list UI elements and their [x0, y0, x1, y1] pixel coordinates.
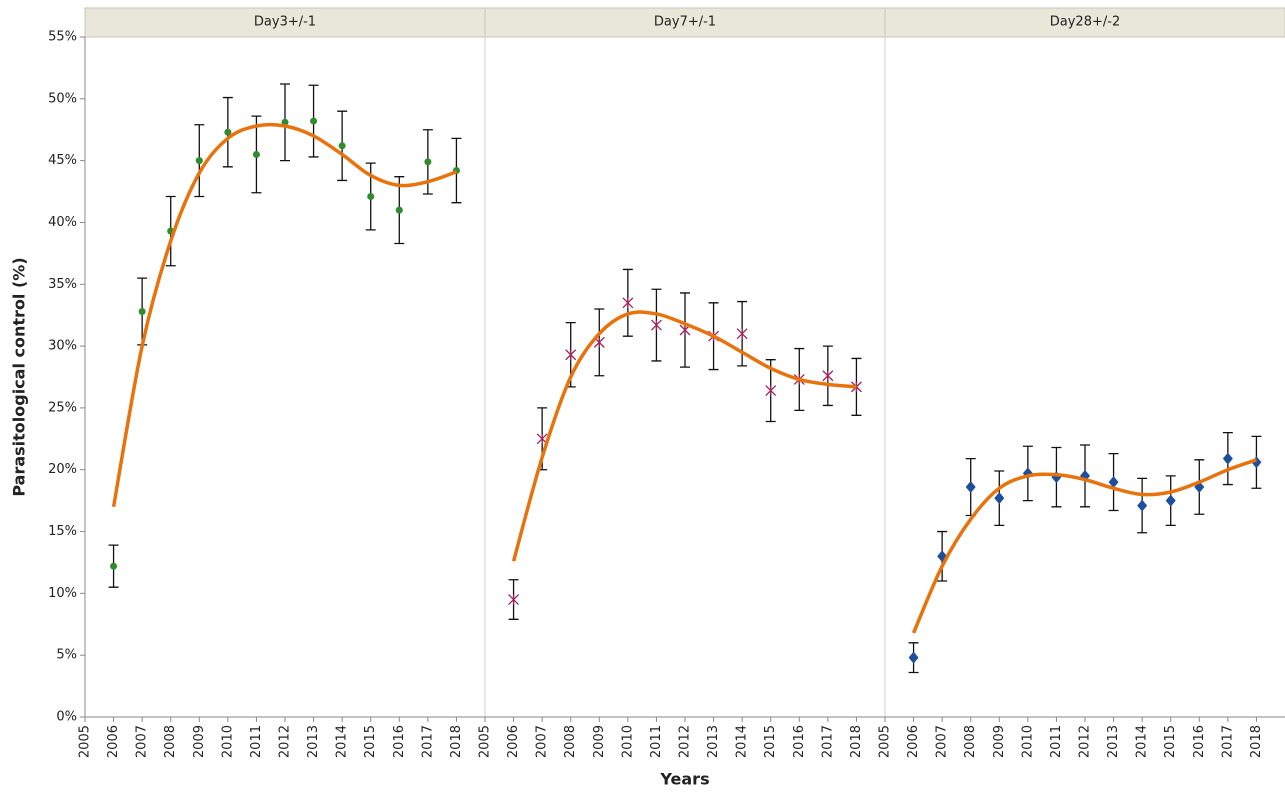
- x-tick-label: 2011: [249, 725, 264, 758]
- fit-line: [111, 122, 458, 508]
- data-point: [367, 192, 375, 200]
- y-tick-label: 35%: [48, 277, 77, 292]
- x-tick-label: 2013: [706, 725, 721, 758]
- x-tick-label: 2017: [820, 725, 835, 758]
- data-point: [195, 157, 203, 165]
- x-tick-label: 2005: [478, 725, 493, 758]
- x-tick-label: 2013: [306, 725, 321, 758]
- x-tick-label: 2014: [335, 725, 350, 758]
- x-tick-label: 2010: [220, 725, 235, 758]
- data-point: [310, 117, 318, 125]
- x-tick-label: 2006: [906, 725, 921, 758]
- x-tick-label: 2005: [878, 725, 893, 758]
- y-tick-label: 10%: [48, 586, 77, 601]
- x-tick-label: 2015: [763, 725, 778, 758]
- x-tick-label: 2005: [78, 725, 93, 758]
- data-point: [765, 385, 777, 397]
- y-tick-label: 50%: [48, 91, 77, 106]
- y-axis-label: Parasitological control (%): [10, 257, 29, 496]
- x-tick-label: 2016: [392, 725, 407, 758]
- y-tick-label: 55%: [48, 30, 77, 45]
- facet-title: Day3+/-1: [254, 15, 316, 30]
- x-tick-label: 2013: [1106, 725, 1121, 758]
- x-tick-label: 2016: [792, 725, 807, 758]
- x-tick-label: 2018: [849, 725, 864, 758]
- x-axis-label: Years: [659, 770, 709, 789]
- x-tick-label: 2006: [506, 725, 521, 758]
- data-point: [224, 128, 232, 136]
- x-tick-label: 2009: [992, 725, 1007, 758]
- data-point: [565, 349, 577, 361]
- x-tick-label: 2008: [563, 725, 578, 758]
- facet-header: [484, 7, 886, 38]
- x-tick-label: 2015: [363, 725, 378, 758]
- data-point: [850, 381, 862, 393]
- x-tick-label: 2017: [420, 725, 435, 758]
- x-tick-label: 2012: [1078, 725, 1093, 758]
- data-point: [1137, 499, 1148, 512]
- y-tick-label: 20%: [48, 462, 77, 477]
- data-point: [1165, 494, 1176, 507]
- data-point: [965, 481, 976, 494]
- x-tick-label: 2007: [535, 725, 550, 758]
- fit-line: [511, 310, 857, 562]
- y-tick-label: 25%: [48, 400, 77, 415]
- fit-line: [911, 458, 1258, 634]
- x-tick-label: 2014: [1135, 725, 1150, 758]
- data-point: [1222, 452, 1233, 465]
- data-point: [395, 206, 403, 214]
- x-tick-label: 2009: [192, 725, 207, 758]
- facet-title: Day28+/-2: [1050, 15, 1120, 30]
- data-point: [424, 158, 432, 166]
- x-tick-label: 2007: [935, 725, 950, 758]
- x-tick-label: 2006: [106, 725, 121, 758]
- data-point: [138, 307, 146, 315]
- x-tick-label: 2010: [1020, 725, 1035, 758]
- x-tick-label: 2008: [963, 725, 978, 758]
- y-tick-label: 5%: [56, 648, 77, 663]
- x-tick-label: 2010: [620, 725, 635, 758]
- x-tick-label: 2017: [1220, 725, 1235, 758]
- data-point: [908, 651, 919, 664]
- x-tick-label: 2011: [1049, 725, 1064, 758]
- data-point: [650, 319, 662, 331]
- facet-header: [884, 7, 1285, 38]
- x-tick-label: 2012: [278, 725, 293, 758]
- data-point: [110, 562, 118, 570]
- x-tick-label: 2016: [1192, 725, 1207, 758]
- y-tick-label: 30%: [48, 339, 77, 354]
- x-tick-label: 2011: [649, 725, 664, 758]
- x-tick-label: 2018: [449, 725, 464, 758]
- facet-title: Day7+/-1: [654, 15, 716, 30]
- data-point: [1108, 476, 1119, 489]
- y-tick-label: 40%: [48, 215, 77, 230]
- facet-header: [84, 7, 486, 38]
- x-tick-label: 2014: [735, 725, 750, 758]
- data-point: [338, 142, 346, 150]
- data-point: [252, 150, 260, 158]
- x-tick-label: 2015: [1163, 725, 1178, 758]
- data-point: [994, 492, 1005, 505]
- x-tick-label: 2018: [1249, 725, 1264, 758]
- data-point: [622, 297, 634, 309]
- data-point: [508, 594, 520, 606]
- x-tick-label: 2007: [135, 725, 150, 758]
- data-point: [736, 328, 748, 340]
- y-tick-label: 15%: [48, 524, 77, 539]
- y-tick-label: 45%: [48, 153, 77, 168]
- data-point: [822, 370, 834, 382]
- x-tick-label: 2009: [592, 725, 607, 758]
- x-tick-label: 2008: [163, 725, 178, 758]
- y-tick-label: 0%: [56, 710, 77, 725]
- x-tick-label: 2012: [678, 725, 693, 758]
